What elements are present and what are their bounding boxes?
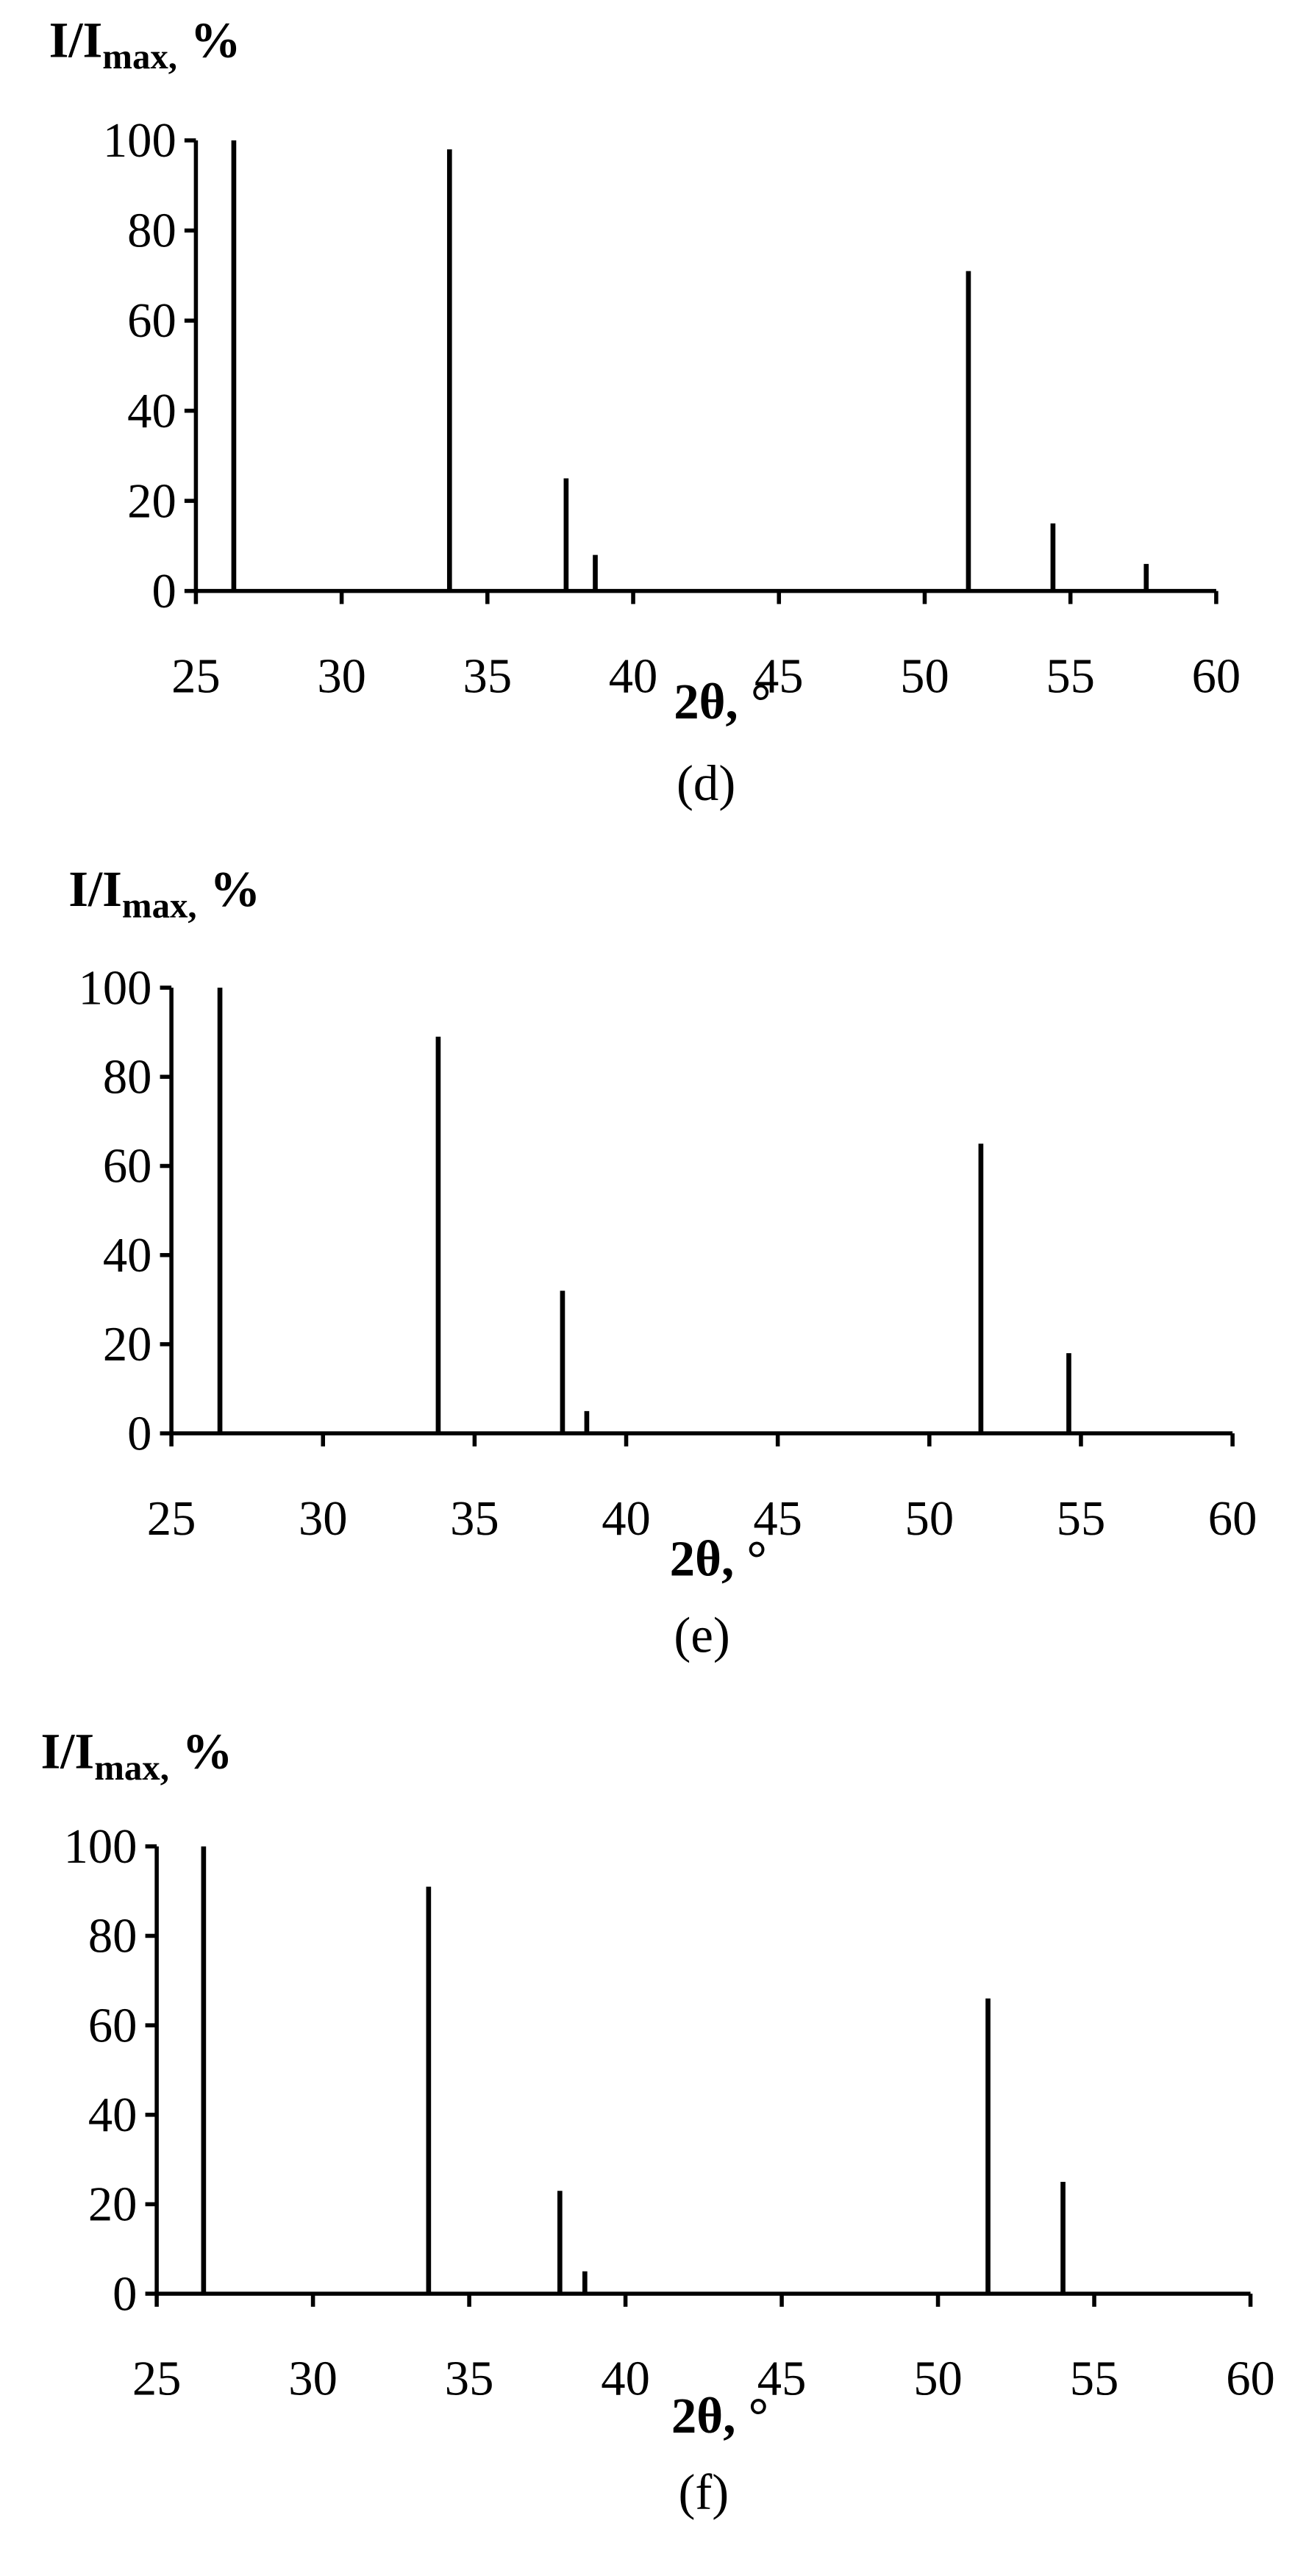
y-tick-label: 100 bbox=[64, 1820, 138, 1874]
y-axis-label: I/Imax,% bbox=[68, 861, 260, 926]
y-label-main: I/I bbox=[41, 1723, 95, 1779]
y-tick-label: 60 bbox=[88, 1999, 138, 2052]
y-tick-label: 80 bbox=[127, 204, 176, 258]
y-tick-label: 80 bbox=[103, 1051, 152, 1105]
x-tick-label: 60 bbox=[1226, 2352, 1275, 2406]
caption: (f) bbox=[678, 2464, 729, 2520]
y-tick-label: 20 bbox=[88, 2178, 138, 2232]
y-label-sub: max, bbox=[94, 1747, 169, 1788]
y-tick-label: 60 bbox=[127, 294, 176, 348]
x-axis-label: 2θ, ° bbox=[671, 2388, 768, 2444]
x-tick-label: 30 bbox=[317, 649, 366, 703]
y-tick-label: 100 bbox=[79, 961, 152, 1015]
x-tick-label: 30 bbox=[288, 2352, 338, 2406]
x-tick-label: 60 bbox=[1208, 1492, 1257, 1546]
y-axis-label: I/Imax,% bbox=[41, 1723, 233, 1788]
y-label-main: I/I bbox=[49, 13, 103, 68]
y-tick-label: 100 bbox=[103, 114, 176, 168]
y-tick-label: 20 bbox=[127, 474, 176, 528]
x-tick-label: 30 bbox=[299, 1492, 348, 1546]
y-label-main: I/I bbox=[68, 861, 122, 917]
x-tick-label: 50 bbox=[913, 2352, 963, 2406]
caption: (e) bbox=[674, 1608, 729, 1663]
x-tick-label: 40 bbox=[609, 649, 658, 703]
y-tick-label: 20 bbox=[103, 1318, 152, 1371]
x-tick-label: 25 bbox=[147, 1492, 196, 1546]
x-tick-label: 25 bbox=[132, 2352, 182, 2406]
x-tick-label: 40 bbox=[601, 2352, 650, 2406]
x-tick-label: 35 bbox=[445, 2352, 494, 2406]
x-axis-label: 2θ, ° bbox=[670, 1530, 767, 1586]
y-tick-label: 40 bbox=[103, 1229, 152, 1282]
y-tick-label: 0 bbox=[113, 2267, 137, 2321]
y-tick-label: 40 bbox=[88, 2088, 138, 2142]
x-axis-label: 2θ, ° bbox=[674, 674, 771, 729]
x-tick-label: 45 bbox=[753, 1492, 802, 1546]
x-tick-label: 60 bbox=[1192, 649, 1241, 703]
y-tick-label: 0 bbox=[151, 565, 176, 618]
x-tick-label: 55 bbox=[1070, 2352, 1119, 2406]
x-tick-label: 50 bbox=[905, 1492, 954, 1546]
x-tick-label: 35 bbox=[450, 1492, 499, 1546]
x-tick-label: 55 bbox=[1057, 1492, 1106, 1546]
x-tick-label: 25 bbox=[171, 649, 221, 703]
x-tick-label: 55 bbox=[1046, 649, 1095, 703]
y-label-unit: % bbox=[210, 861, 260, 917]
y-tick-label: 0 bbox=[127, 1407, 151, 1460]
y-axis-label: I/Imax,% bbox=[49, 13, 241, 77]
x-tick-label: 40 bbox=[602, 1492, 651, 1546]
y-label-sub: max, bbox=[122, 885, 197, 926]
y-label-unit: % bbox=[182, 1723, 233, 1779]
x-tick-label: 45 bbox=[757, 2352, 807, 2406]
y-label-sub: max, bbox=[102, 36, 177, 76]
y-tick-label: 60 bbox=[103, 1140, 152, 1194]
caption: (d) bbox=[677, 755, 735, 811]
x-tick-label: 45 bbox=[754, 649, 804, 703]
y-tick-label: 80 bbox=[88, 1910, 138, 1963]
y-label-unit: % bbox=[190, 13, 241, 68]
x-tick-label: 50 bbox=[900, 649, 949, 703]
x-tick-label: 35 bbox=[463, 649, 513, 703]
y-tick-label: 40 bbox=[127, 385, 176, 438]
